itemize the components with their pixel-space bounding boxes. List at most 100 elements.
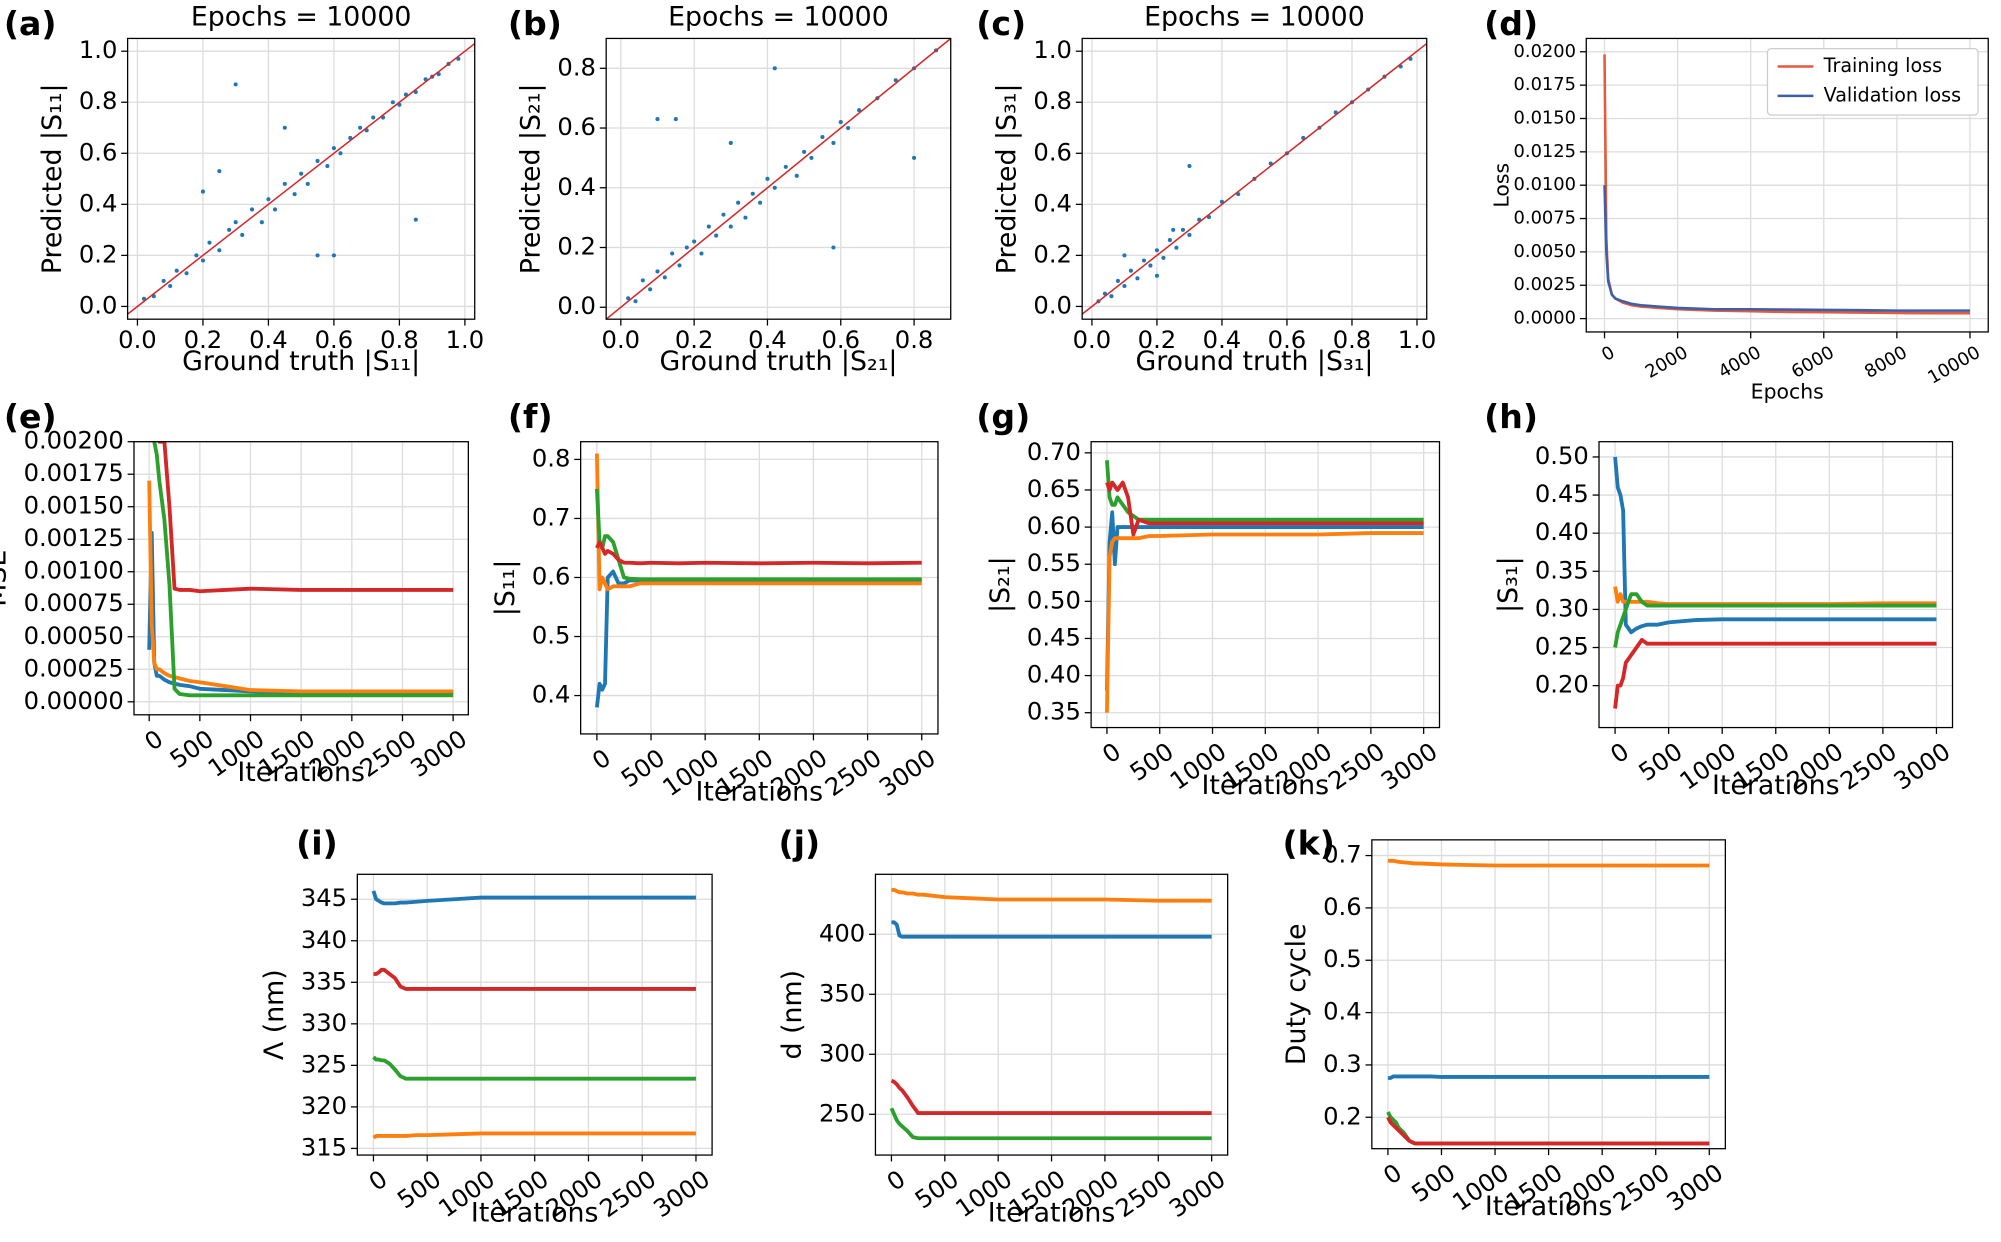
point bbox=[282, 181, 287, 186]
plot-content bbox=[889, 887, 1212, 1141]
x-tick-label: 0.2 bbox=[184, 325, 223, 354]
plot-content bbox=[594, 453, 922, 708]
x-tick-label: 2500 bbox=[1110, 1164, 1177, 1223]
y-axis-label: |S₂₁| bbox=[985, 556, 1016, 613]
point bbox=[809, 155, 814, 160]
y-tick-label: 0.7 bbox=[1323, 840, 1362, 869]
y-axis-label: Loss bbox=[1489, 163, 1513, 208]
panel: 0.0 0.2 0.4 0.6 0.8 0.0 0.2 0.4 0.6 0.8 Epochs = 1… bbox=[508, 2, 952, 377]
x-axis-label: Ground truth |S₁₁| bbox=[182, 346, 420, 377]
plot-content bbox=[1613, 456, 1937, 709]
y-axis-label: d (nm) bbox=[777, 970, 808, 1059]
point bbox=[912, 155, 917, 160]
x-axis-label: Iterations bbox=[988, 1197, 1116, 1228]
legend-box bbox=[1766, 48, 1979, 116]
point bbox=[728, 224, 733, 229]
y-tick-label: 0.3 bbox=[1323, 1049, 1362, 1078]
point bbox=[174, 268, 179, 273]
series-line bbox=[1105, 531, 1424, 713]
axes-frame bbox=[580, 441, 939, 735]
point bbox=[1148, 263, 1153, 268]
y-axis-label: Λ (nm) bbox=[259, 969, 290, 1060]
panel: 0.0000 0.0025 0.0050 0.0075 0.0100 0.0125 0.01… bbox=[1484, 4, 1989, 403]
x-tick-label: 2500 bbox=[1608, 1158, 1675, 1217]
panel: 0.200.250.300.350.400.450.500 50010001500… bbox=[1484, 397, 1955, 801]
y-axis-label: Predicted |S₁₁| bbox=[37, 83, 68, 274]
series-line bbox=[373, 967, 696, 991]
point bbox=[743, 215, 748, 220]
point bbox=[259, 220, 264, 225]
x-tick-label: 2500 bbox=[820, 743, 887, 802]
point bbox=[1154, 248, 1159, 253]
y-tick-label: 0.4 bbox=[1033, 188, 1072, 217]
y-tick-label: 0.00200 bbox=[24, 426, 124, 455]
y-tick-label: 0.0025 bbox=[1514, 274, 1576, 295]
panel-label: (g) bbox=[976, 397, 1030, 436]
x-tick-label: 0.0 bbox=[602, 325, 641, 354]
y-tick-label: 0.55 bbox=[1027, 548, 1081, 577]
series-line bbox=[1613, 592, 1937, 648]
y-tick-label: 0.00125 bbox=[24, 523, 124, 552]
y-axis-label: Predicted |S₂₁| bbox=[516, 83, 547, 274]
y-tick-label: 0.0050 bbox=[1514, 241, 1576, 262]
x-tick-label: 0.8 bbox=[380, 325, 419, 354]
point bbox=[772, 66, 777, 71]
y-axis-label: Duty cycle bbox=[1281, 923, 1312, 1065]
y-tick-label: 0.45 bbox=[1535, 479, 1589, 508]
axes-frame bbox=[1081, 37, 1428, 320]
x-tick-label: 1.0 bbox=[1398, 325, 1437, 354]
y-tick-label: 330 bbox=[301, 1008, 347, 1037]
x-tick-label: 0.4 bbox=[249, 325, 288, 354]
series-line bbox=[371, 890, 696, 906]
y-tick-label: 0.0175 bbox=[1514, 74, 1576, 95]
panel: 250300350400050010001500200025003000Iter… bbox=[777, 823, 1231, 1228]
y-tick-label: 0.6 bbox=[1033, 137, 1072, 166]
point bbox=[413, 217, 418, 222]
reference-line bbox=[606, 38, 951, 320]
x-tick-label: 0.2 bbox=[675, 325, 714, 354]
y-tick-label: 0.6 bbox=[79, 137, 118, 166]
plot-content bbox=[606, 38, 951, 320]
x-tick-label: 0 bbox=[587, 743, 616, 776]
y-tick-label: 0.6 bbox=[557, 112, 596, 141]
point bbox=[655, 269, 660, 274]
panel: 0.40.50.60.70.80 50010001500200025003000I… bbox=[490, 397, 941, 807]
x-tick-label: 0.4 bbox=[748, 325, 787, 354]
point bbox=[1187, 232, 1192, 238]
point bbox=[772, 185, 777, 190]
y-tick-label: 0.00025 bbox=[24, 653, 124, 682]
axes-frame bbox=[126, 37, 476, 320]
chart-title: Epochs = 10000 bbox=[668, 2, 889, 33]
legend-label: Training loss bbox=[1823, 54, 1943, 77]
point bbox=[217, 248, 222, 253]
x-tick-label: 0.2 bbox=[1138, 325, 1177, 354]
y-tick-label: 0.50 bbox=[1027, 585, 1081, 614]
panel-label: (d) bbox=[1484, 4, 1538, 43]
reference-line bbox=[127, 42, 475, 315]
y-tick-label: 0.00150 bbox=[24, 491, 124, 520]
point bbox=[207, 240, 212, 245]
y-tick-label: 0.8 bbox=[557, 52, 596, 81]
y-tick-label: 0.6 bbox=[1323, 892, 1362, 921]
y-tick-label: 0.5 bbox=[1323, 944, 1362, 973]
y-tick-label: 0.35 bbox=[1535, 555, 1589, 584]
point bbox=[272, 207, 278, 212]
plot-content bbox=[1082, 42, 1427, 315]
point bbox=[1154, 273, 1159, 278]
x-tick-label: 3000 bbox=[648, 1164, 715, 1223]
point bbox=[217, 169, 222, 174]
y-tick-label: 350 bbox=[819, 978, 865, 1007]
point bbox=[1109, 294, 1114, 299]
y-tick-label: 0.25 bbox=[1535, 632, 1589, 661]
point bbox=[648, 287, 653, 292]
x-tick-label: 0.6 bbox=[1268, 325, 1307, 354]
series-line bbox=[1105, 480, 1424, 537]
plot-content bbox=[1386, 858, 1710, 1146]
point bbox=[240, 232, 245, 238]
panel-label: (e) bbox=[4, 397, 57, 436]
point bbox=[633, 299, 638, 304]
x-axis-label: Epochs bbox=[1751, 379, 1824, 403]
point bbox=[1187, 164, 1192, 169]
panel: 0.0 0.2 0.4 0.6 0.8 1.0 0.0 0.2 0.4 0.6 0.8 1.0 Epoc… bbox=[4, 2, 484, 378]
y-tick-label: 0.6 bbox=[532, 561, 571, 590]
